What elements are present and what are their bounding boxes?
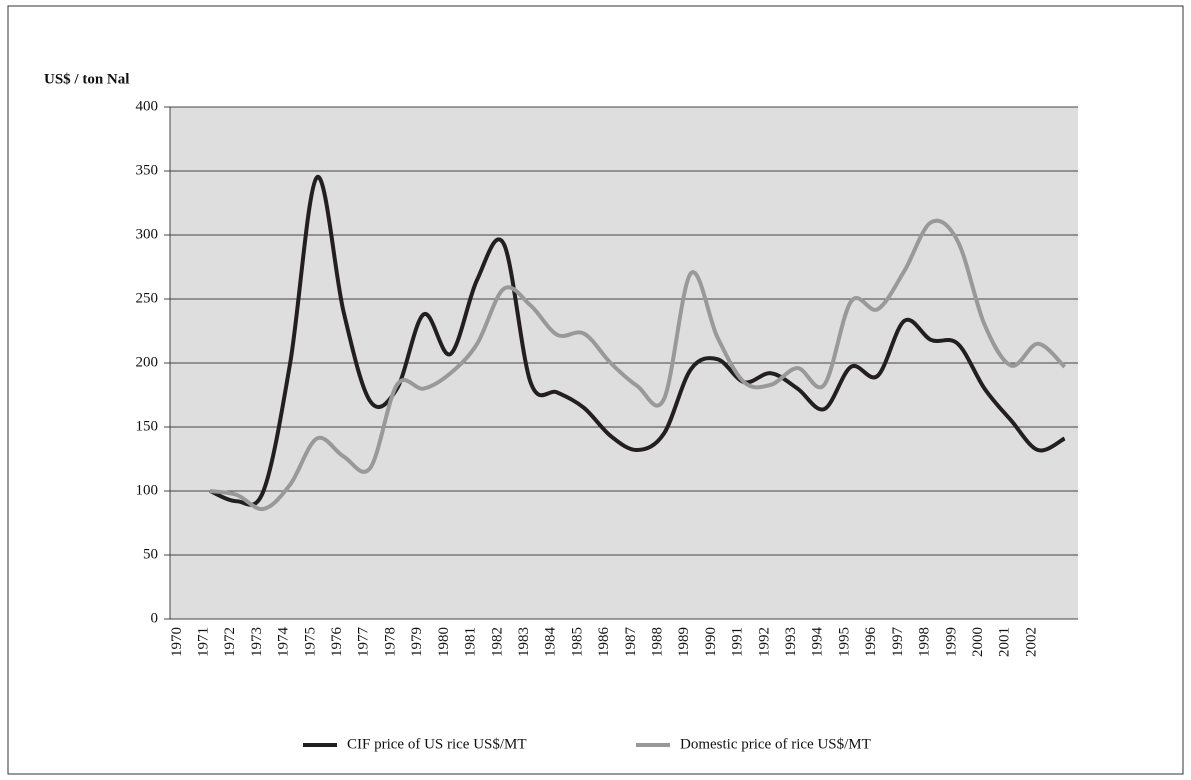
x-tick-label: 1979 bbox=[409, 627, 425, 657]
x-tick-label: 1981 bbox=[463, 627, 479, 657]
x-tick-label: 1995 bbox=[836, 627, 852, 657]
x-tick-label: 1978 bbox=[382, 627, 398, 657]
x-tick-label: 1972 bbox=[222, 627, 238, 657]
x-tick-label: 1970 bbox=[169, 627, 185, 657]
x-tick-label: 1988 bbox=[649, 627, 665, 657]
y-tick-label: 300 bbox=[136, 226, 159, 242]
x-tick-label: 1999 bbox=[943, 627, 959, 657]
y-tick-label: 350 bbox=[136, 162, 159, 178]
x-tick-label: 1998 bbox=[917, 627, 933, 657]
x-tick-label: 1994 bbox=[810, 627, 826, 658]
x-tick-label: 1997 bbox=[890, 627, 906, 658]
line-series bbox=[209, 175, 1066, 507]
x-tick-label: 1983 bbox=[516, 627, 532, 657]
x-tick-label: 1992 bbox=[756, 627, 772, 657]
x-tick-label: 1989 bbox=[676, 627, 692, 657]
x-tick-label: 1990 bbox=[703, 627, 719, 657]
y-tick-label: 50 bbox=[143, 546, 158, 562]
x-tick-label: 1982 bbox=[489, 627, 505, 657]
y-tick-label: 200 bbox=[136, 354, 159, 370]
x-tick-label: 1985 bbox=[569, 627, 585, 657]
y-tick-label: 400 bbox=[136, 98, 159, 114]
legend-label: CIF price of US rice US$/MT bbox=[347, 736, 527, 752]
x-tick-label: 1971 bbox=[195, 627, 211, 657]
x-tick-label: 1986 bbox=[596, 627, 612, 658]
x-tick-label: 2002 bbox=[1023, 627, 1039, 657]
y-tick-label: 150 bbox=[136, 418, 159, 434]
y-axis-label: US$ / ton Nal bbox=[44, 71, 129, 87]
x-tick-label: 1984 bbox=[543, 627, 559, 658]
x-tick-label: 1976 bbox=[329, 627, 345, 658]
x-tick-label: 1991 bbox=[730, 627, 746, 657]
x-tick-label: 1975 bbox=[302, 627, 318, 657]
legend-label: Domestic price of rice US$/MT bbox=[680, 736, 871, 752]
line-series bbox=[209, 218, 1067, 511]
y-tick-label: 250 bbox=[136, 290, 159, 306]
x-tick-label: 1987 bbox=[623, 627, 639, 658]
y-tick-label: 0 bbox=[151, 610, 159, 626]
x-tick-label: 1980 bbox=[436, 627, 452, 657]
x-tick-label: 2000 bbox=[970, 627, 986, 657]
x-tick-label: 1974 bbox=[276, 627, 292, 658]
x-tick-label: 2001 bbox=[997, 627, 1013, 657]
x-tick-label: 1993 bbox=[783, 627, 799, 657]
x-tick-label: 1996 bbox=[863, 627, 879, 658]
x-tick-label: 1977 bbox=[356, 627, 372, 658]
y-tick-label: 100 bbox=[136, 482, 159, 498]
x-tick-label: 1973 bbox=[249, 627, 265, 657]
